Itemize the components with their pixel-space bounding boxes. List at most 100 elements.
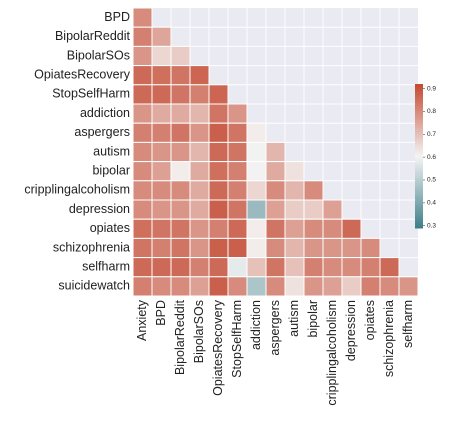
colorbar-segment	[415, 93, 423, 97]
heatmap-cell	[170, 65, 191, 86]
heatmap-cell	[132, 65, 153, 86]
heatmap-cell	[132, 257, 153, 278]
heatmap-cell	[265, 218, 286, 239]
y-tick-label: BipolarReddit	[55, 29, 131, 43]
colorbar-segment	[415, 199, 423, 203]
colorbar-segment	[415, 220, 423, 224]
heatmap-cell	[151, 218, 172, 239]
heatmap-cell	[208, 199, 229, 220]
heatmap-cell	[132, 218, 153, 239]
heatmap-cell	[208, 161, 229, 182]
heatmap-cell	[227, 122, 248, 143]
colorbar-segment	[415, 141, 423, 145]
colorbar-segment	[415, 211, 423, 215]
heatmap-cell	[151, 199, 172, 220]
colorbar-segment	[415, 108, 423, 111]
x-tick-label: BipolarReddit	[173, 299, 187, 375]
colorbar-tick-label: 0.7	[427, 131, 436, 138]
heatmap-cell	[227, 237, 248, 259]
colorbar-segment	[415, 110, 423, 114]
heatmap-cell	[284, 237, 305, 259]
colorbar-segment	[415, 151, 423, 155]
heatmap-cell	[227, 276, 248, 297]
heatmap-cell	[246, 237, 267, 259]
heatmap-cell	[341, 237, 362, 259]
x-tick-label: addiction	[249, 300, 263, 350]
heatmap-cell	[151, 45, 172, 67]
x-tick-label: opiates	[363, 300, 377, 340]
heatmap-cell	[208, 84, 229, 105]
colorbar-segment	[415, 129, 423, 133]
heatmap-cell	[379, 257, 400, 278]
x-tick-label: depression	[344, 300, 358, 361]
heatmap-cell	[341, 218, 362, 239]
heatmap-cell	[303, 218, 324, 239]
y-tick-label: bipolar	[92, 163, 130, 177]
colorbar-segment	[415, 204, 423, 207]
heatmap-cell	[246, 257, 267, 278]
y-tick-label: addiction	[80, 106, 130, 120]
heatmap-cell	[265, 161, 286, 182]
colorbar-segment	[415, 115, 423, 119]
heatmap-cell	[132, 7, 153, 28]
y-tick-label: StopSelfHarm	[52, 87, 130, 101]
heatmap-cell	[303, 257, 324, 278]
heatmap-cell	[208, 103, 229, 124]
heatmap-cell	[265, 180, 286, 201]
heatmap-cell	[170, 180, 191, 201]
heatmap-cell	[189, 141, 210, 163]
heatmap-cell	[189, 199, 210, 220]
x-tick-label: StopSelfHarm	[230, 300, 244, 378]
heatmap-cell	[284, 276, 305, 297]
colorbar-segment	[415, 189, 423, 193]
y-tick-label: depression	[69, 202, 130, 216]
heatmap-cell	[303, 276, 324, 297]
colorbar-segment	[415, 168, 423, 171]
heatmap-cell	[265, 276, 286, 297]
heatmap-cell	[151, 237, 172, 259]
colorbar-segment	[415, 201, 423, 205]
heatmap-cell	[227, 257, 248, 278]
y-tick-label: opiates	[90, 221, 130, 235]
heatmap-cell	[151, 26, 172, 47]
y-tick-label: autism	[93, 144, 130, 158]
colorbar-segment	[415, 165, 423, 169]
y-tick-label: BipolarSOs	[67, 48, 130, 62]
heatmap-cell	[151, 276, 172, 297]
heatmap-cell	[151, 122, 172, 143]
heatmap-cell	[246, 218, 267, 239]
heatmap-cell	[227, 180, 248, 201]
colorbar-segment	[415, 153, 423, 157]
colorbar-segment	[415, 216, 423, 219]
heatmap-cell	[322, 218, 343, 239]
x-tick-label: OpiatesRecovery	[211, 299, 225, 396]
colorbar-segment	[415, 158, 423, 162]
colorbar-segment	[415, 208, 423, 212]
colorbar-segment	[415, 122, 423, 126]
heatmap-cell	[151, 65, 172, 86]
heatmap-cell	[170, 122, 191, 143]
colorbar-segment	[415, 175, 423, 179]
heatmap-cell	[132, 26, 153, 47]
heatmap-cell	[170, 84, 191, 105]
heatmap-cell	[284, 161, 305, 182]
heatmap-cell	[132, 180, 153, 201]
x-tick-label: bipolar	[306, 300, 320, 338]
heatmap-cell	[189, 161, 210, 182]
heatmap-cell	[265, 199, 286, 220]
heatmap-cell	[322, 257, 343, 278]
heatmap-cell	[227, 199, 248, 220]
colorbar-segment	[415, 112, 423, 116]
colorbar-tick-label: 0.3	[427, 222, 436, 229]
colorbar-segment	[415, 192, 423, 195]
heatmap-cell	[170, 218, 191, 239]
heatmap-cell	[265, 237, 286, 259]
heatmap-cell	[246, 122, 267, 143]
colorbar-segment	[415, 124, 423, 128]
y-tick-label: aspergers	[74, 125, 130, 139]
colorbar-segment	[415, 144, 423, 147]
heatmap-cell	[189, 276, 210, 297]
y-tick-label: suicidewatch	[58, 279, 130, 293]
heatmap-cell	[189, 237, 210, 259]
